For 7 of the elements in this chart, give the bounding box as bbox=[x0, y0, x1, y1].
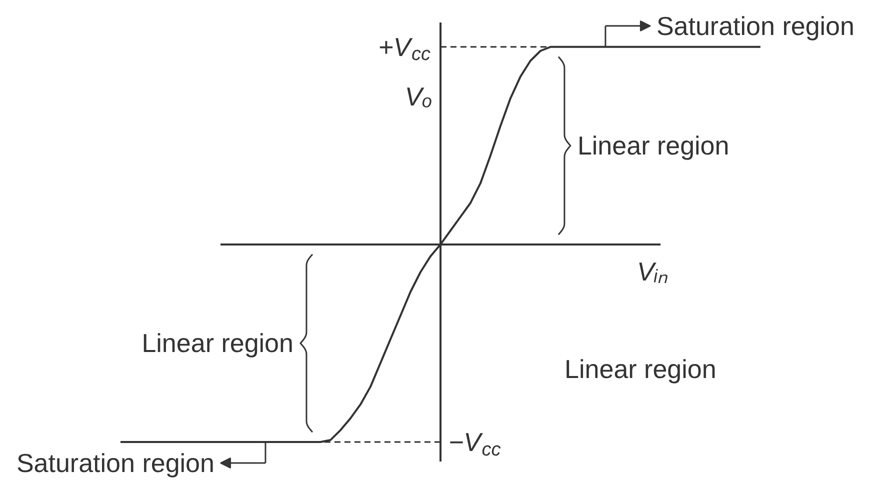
y-axis-title: Vₒ bbox=[404, 81, 432, 112]
annotation: Linear region bbox=[577, 130, 730, 161]
text: Saturation region bbox=[656, 10, 854, 41]
annotation: Linear region bbox=[564, 354, 716, 384]
annotation: Linear region bbox=[142, 328, 294, 358]
text: Saturation region bbox=[16, 448, 214, 478]
x-axis-title: Vᵢₙ bbox=[637, 256, 669, 286]
